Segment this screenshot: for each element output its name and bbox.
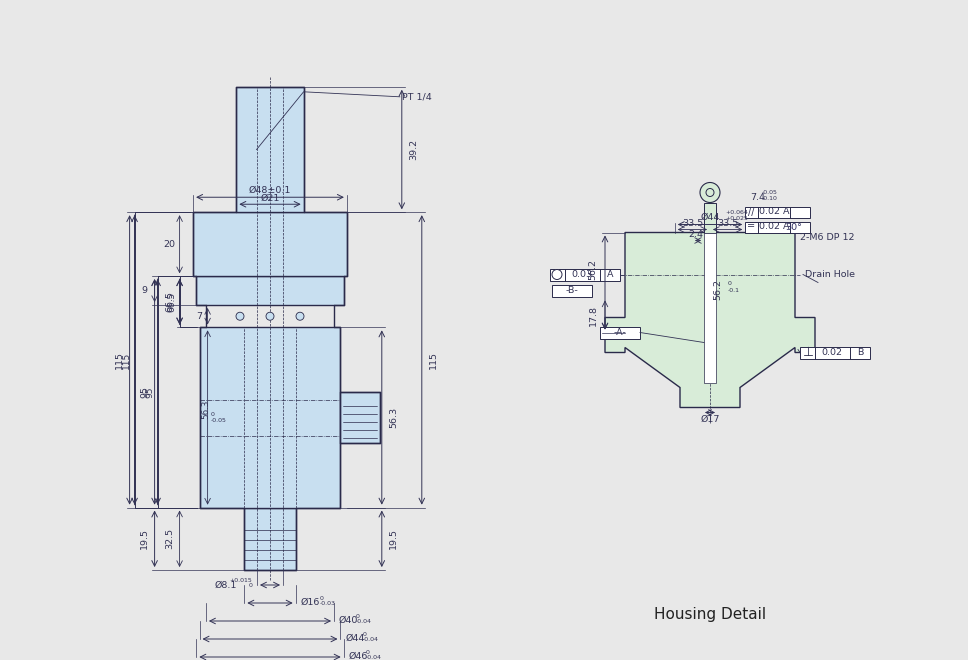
Text: 0: 0 bbox=[248, 583, 252, 588]
Text: 0: 0 bbox=[362, 632, 366, 637]
Text: 7: 7 bbox=[197, 312, 202, 321]
Text: Ø46: Ø46 bbox=[348, 651, 368, 660]
Text: 30°: 30° bbox=[785, 223, 802, 232]
Text: 0: 0 bbox=[211, 412, 215, 416]
Circle shape bbox=[266, 312, 274, 320]
Text: PT 1/4: PT 1/4 bbox=[402, 92, 432, 101]
Text: Ø17: Ø17 bbox=[700, 415, 719, 424]
Text: Ø8.1: Ø8.1 bbox=[215, 581, 237, 589]
Text: +0.015: +0.015 bbox=[229, 578, 252, 583]
Bar bbox=[704, 203, 716, 232]
Text: 33.5: 33.5 bbox=[717, 219, 739, 228]
Bar bbox=[197, 277, 344, 305]
Text: 56.2: 56.2 bbox=[589, 259, 597, 280]
Text: -A-: -A- bbox=[614, 328, 626, 337]
Text: 0.02: 0.02 bbox=[822, 348, 842, 357]
Text: 0.03: 0.03 bbox=[571, 270, 592, 279]
Circle shape bbox=[236, 312, 244, 320]
Bar bbox=[745, 222, 810, 232]
Text: 20: 20 bbox=[164, 240, 175, 249]
Bar bbox=[745, 207, 810, 218]
Text: +0.025: +0.025 bbox=[725, 216, 748, 220]
Text: Ø44: Ø44 bbox=[346, 634, 365, 642]
Text: 95: 95 bbox=[140, 386, 149, 398]
Text: 9: 9 bbox=[141, 286, 147, 295]
Bar bbox=[244, 508, 295, 570]
PathPatch shape bbox=[605, 232, 815, 407]
Text: -B-: -B- bbox=[565, 286, 578, 295]
Text: 0: 0 bbox=[366, 650, 370, 655]
Text: 33.5: 33.5 bbox=[681, 219, 703, 228]
Text: 56.3: 56.3 bbox=[389, 407, 398, 428]
Circle shape bbox=[296, 312, 304, 320]
Text: 0: 0 bbox=[728, 281, 732, 286]
Bar bbox=[199, 327, 341, 508]
Text: 115: 115 bbox=[122, 351, 131, 368]
Text: 56.2: 56.2 bbox=[713, 279, 722, 300]
Text: 0.02 A: 0.02 A bbox=[759, 222, 789, 231]
Text: 32.5: 32.5 bbox=[166, 528, 174, 549]
Text: ⊥: ⊥ bbox=[803, 346, 814, 360]
Text: -0.10: -0.10 bbox=[762, 195, 778, 201]
Text: -0.05: -0.05 bbox=[762, 191, 778, 195]
Text: Ø40: Ø40 bbox=[339, 616, 358, 624]
Bar bbox=[800, 346, 870, 358]
Text: 7.4: 7.4 bbox=[750, 193, 765, 202]
Bar bbox=[704, 232, 716, 383]
Text: Ø16: Ø16 bbox=[301, 597, 320, 607]
Text: -0.03: -0.03 bbox=[319, 601, 336, 606]
Text: =: = bbox=[747, 222, 755, 232]
Text: -0.04: -0.04 bbox=[366, 655, 381, 660]
Text: 19.5: 19.5 bbox=[140, 528, 149, 549]
Text: Ø44: Ø44 bbox=[700, 213, 719, 222]
Text: 66.5: 66.5 bbox=[166, 291, 174, 312]
Text: 115: 115 bbox=[429, 351, 439, 369]
Text: 39.2: 39.2 bbox=[409, 139, 418, 160]
Text: Ø48±0.1: Ø48±0.1 bbox=[249, 185, 291, 195]
Bar bbox=[552, 284, 592, 296]
Text: Ø21: Ø21 bbox=[260, 194, 280, 203]
Text: 2.4: 2.4 bbox=[688, 230, 704, 239]
Text: 19.5: 19.5 bbox=[389, 528, 398, 549]
Bar bbox=[236, 87, 304, 213]
Circle shape bbox=[552, 269, 562, 279]
Text: 0: 0 bbox=[356, 614, 360, 619]
Text: Housing Detail: Housing Detail bbox=[654, 607, 766, 622]
Text: 95: 95 bbox=[145, 386, 154, 398]
Bar bbox=[341, 392, 380, 443]
Text: -0.04: -0.04 bbox=[362, 637, 378, 642]
Text: 56.3: 56.3 bbox=[201, 400, 210, 419]
Text: 2-M6 DP 12: 2-M6 DP 12 bbox=[800, 233, 855, 242]
Bar bbox=[600, 327, 640, 339]
Text: 17.8: 17.8 bbox=[589, 305, 597, 326]
Bar bbox=[550, 269, 620, 280]
Bar bbox=[194, 213, 347, 277]
Text: 115: 115 bbox=[115, 351, 124, 369]
Text: Drain Hole: Drain Hole bbox=[805, 270, 855, 279]
Circle shape bbox=[700, 183, 720, 203]
Text: A: A bbox=[607, 270, 614, 279]
Text: 0: 0 bbox=[319, 596, 323, 601]
Text: -0.05: -0.05 bbox=[211, 418, 227, 422]
Text: B: B bbox=[857, 348, 863, 357]
Text: -0.1: -0.1 bbox=[728, 288, 740, 293]
Text: -0.04: -0.04 bbox=[356, 619, 372, 624]
Text: +0.064: +0.064 bbox=[725, 211, 748, 216]
Text: //: // bbox=[747, 207, 754, 216]
Text: 66.5: 66.5 bbox=[167, 292, 176, 312]
Text: 0.02 A: 0.02 A bbox=[759, 207, 789, 216]
